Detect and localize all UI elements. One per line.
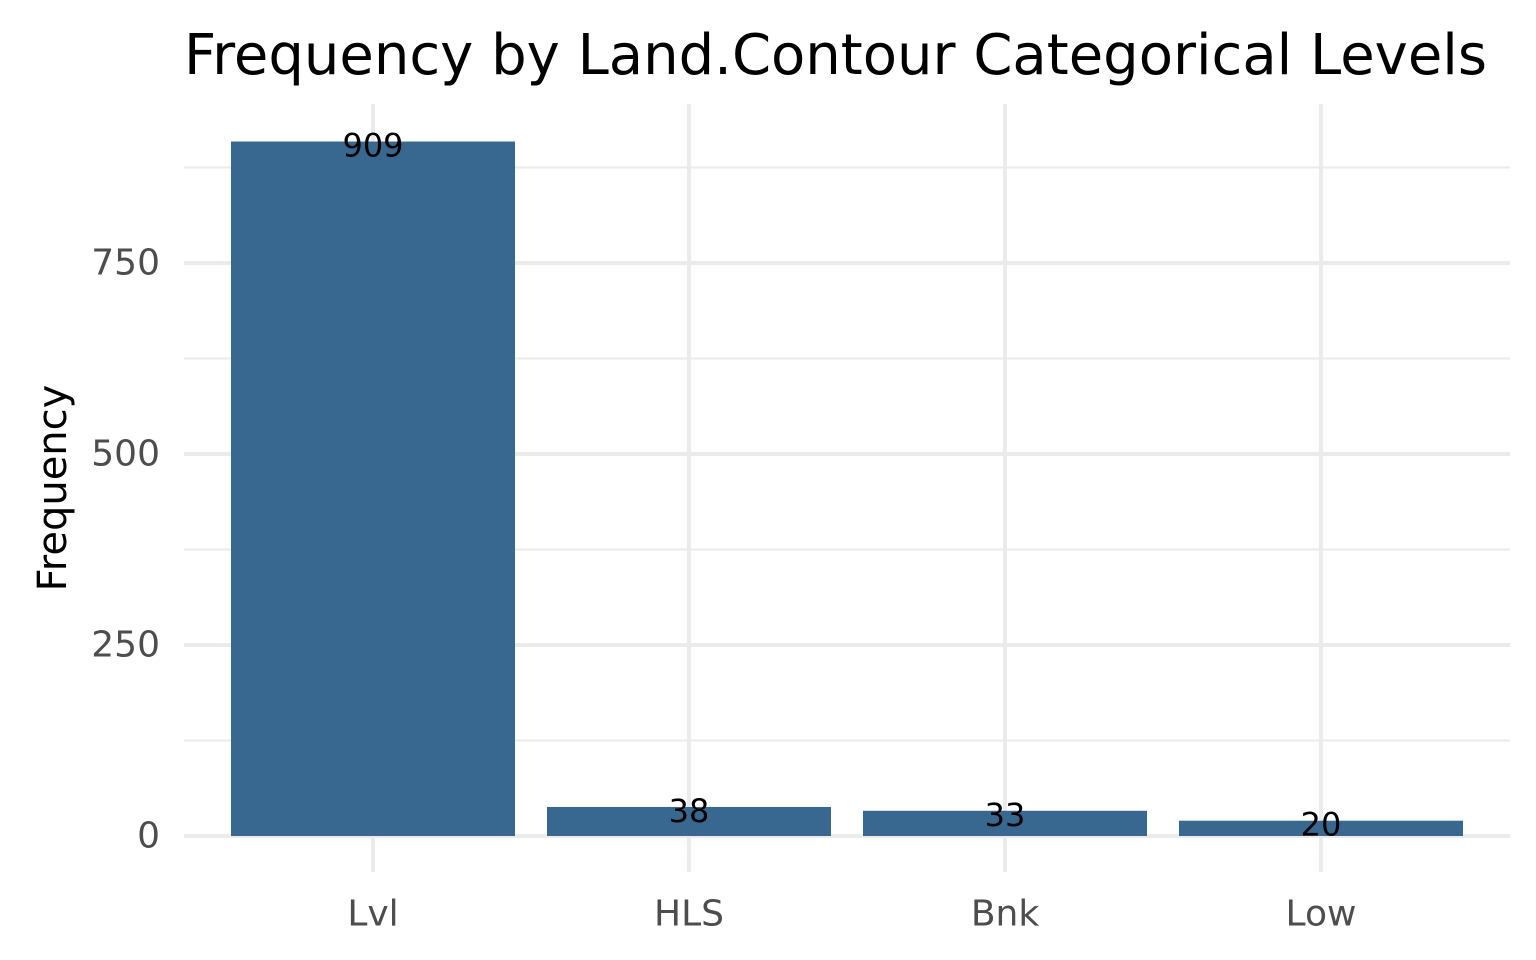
bar-hls xyxy=(547,806,831,836)
data-labels: 909 38 33 20 xyxy=(342,127,1341,844)
y-axis-ticks: 0 250 500 750 xyxy=(91,243,160,857)
bar-lvl xyxy=(231,141,515,837)
x-tick-label: Low xyxy=(1286,894,1357,935)
y-tick-label: 0 xyxy=(137,816,160,857)
x-tick-label: Lvl xyxy=(347,894,398,935)
bars xyxy=(231,141,1463,837)
data-label-bnk: 33 xyxy=(985,796,1026,834)
y-axis-label: Frequency xyxy=(30,385,76,592)
bar-bnk xyxy=(863,810,1147,836)
data-label-lvl: 909 xyxy=(342,127,403,165)
x-tick-label: Bnk xyxy=(971,894,1040,935)
y-tick-label: 750 xyxy=(91,243,160,284)
bar-low xyxy=(1179,820,1463,836)
data-label-hls: 38 xyxy=(669,792,710,830)
data-label-low: 20 xyxy=(1301,806,1342,844)
chart-title: Frequency by Land.Contour Categorical Le… xyxy=(184,23,1487,88)
x-axis-ticks: Lvl HLS Bnk Low xyxy=(347,894,1356,935)
y-tick-label: 500 xyxy=(91,434,160,475)
x-tick-label: HLS xyxy=(654,894,724,935)
y-tick-label: 250 xyxy=(91,625,160,666)
